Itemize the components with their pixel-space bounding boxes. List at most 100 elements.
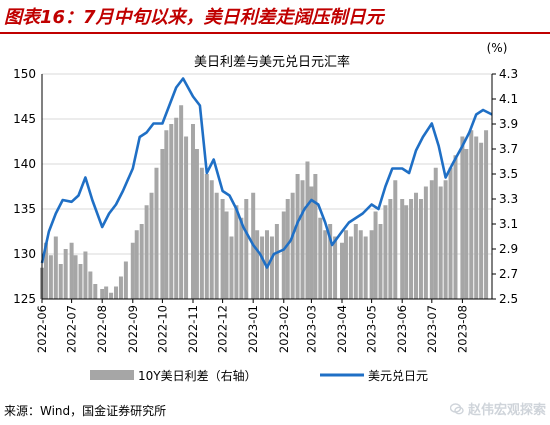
x-tick-label: 2022-07: [65, 305, 79, 353]
spread-bar: [93, 284, 98, 299]
y-left-tick-label: 150: [13, 67, 36, 81]
spread-bar: [214, 192, 219, 299]
spread-bar: [438, 186, 443, 299]
x-tick-label: 2023-06: [395, 305, 409, 353]
x-tick-label: 2023-08: [455, 305, 469, 353]
x-tick-label: 2023-04: [335, 305, 349, 353]
spread-bar: [130, 242, 135, 299]
spread-bar: [255, 230, 260, 299]
spread-bar: [429, 180, 434, 299]
spread-bar: [69, 242, 74, 299]
spread-bar: [305, 161, 310, 299]
spread-bar: [118, 276, 123, 299]
chart-title: 美日利差与美元兑日元汇率: [194, 54, 350, 70]
spread-bar: [460, 136, 465, 299]
y-left-tick-label: 125: [13, 292, 36, 306]
spread-bar: [400, 199, 405, 299]
spread-bar: [73, 255, 78, 299]
y-right-tick-label: 2.7: [499, 267, 518, 281]
wechat-icon: [449, 402, 464, 414]
y-right-tick-label: 3.7: [499, 142, 518, 156]
spread-bar: [418, 199, 423, 299]
spread-bar: [53, 236, 58, 299]
y-left-tick-label: 140: [13, 157, 36, 171]
x-tick-label: 2023-02: [277, 305, 291, 353]
spread-bar: [309, 186, 314, 299]
spread-bar: [104, 286, 109, 299]
spread-bar: [184, 136, 189, 299]
spread-bar: [388, 199, 393, 299]
y-right-tick-label: 3.5: [499, 167, 518, 181]
legend-swatch-spread: [90, 370, 134, 380]
x-tick-label: 2022-09: [126, 305, 140, 353]
x-tick-label: 2022-10: [155, 305, 169, 353]
x-tick-label: 2022-12: [216, 305, 230, 353]
spread-bar: [290, 192, 295, 299]
spread-bar: [318, 217, 323, 299]
spread-bar: [114, 286, 119, 299]
spread-bar: [274, 224, 279, 299]
spread-bar: [58, 264, 63, 299]
spread-bar: [363, 236, 368, 299]
spread-bar: [174, 117, 179, 299]
spread-bar: [333, 236, 338, 299]
spread-bar: [134, 230, 139, 299]
spread-bar: [409, 199, 414, 299]
y-left-tick-label: 130: [13, 247, 36, 261]
line-series-usdjpy: [40, 77, 493, 269]
y-right-tick-label: 2.9: [499, 242, 518, 256]
y-left-tick-label: 145: [13, 112, 36, 126]
spread-bar: [149, 192, 154, 299]
spread-bar: [123, 261, 128, 299]
legend-label-usdjpy: 美元兑日元: [368, 369, 428, 383]
spread-bar: [199, 167, 204, 299]
spread-bar: [109, 292, 114, 299]
source-note: 来源：Wind，国金证券研究所: [4, 404, 167, 418]
spread-bar: [48, 255, 53, 299]
y-left-tick-label: 135: [13, 202, 36, 216]
spread-bar: [295, 174, 300, 299]
x-tick-label: 2022-11: [186, 305, 200, 353]
x-tick-label: 2022-08: [95, 305, 109, 353]
figure-title: 图表16：7月中旬以来，美日利差走阔压制日元: [4, 7, 384, 28]
axes: 125 130 135 140 145 150 2.5 2.7 2.9 3.1 3.3 3.5 3.7 3…: [13, 67, 518, 353]
spread-bar: [190, 124, 195, 299]
spread-bar: [160, 149, 165, 299]
spread-bar: [244, 199, 249, 299]
spread-bar: [340, 242, 344, 299]
spread-bar: [139, 224, 144, 299]
bar-series-spread: [40, 105, 489, 299]
spread-bar: [285, 199, 290, 299]
spread-bar: [313, 174, 318, 299]
spread-bar: [433, 167, 438, 299]
spread-bar: [224, 211, 229, 299]
spread-bar: [378, 224, 383, 299]
spread-bar: [448, 167, 453, 299]
spread-bar: [154, 167, 159, 299]
right-axis-unit: (%): [487, 41, 508, 55]
title-rule: [0, 32, 550, 34]
y-right-tick-label: 2.5: [499, 292, 518, 306]
spread-bar: [423, 186, 428, 299]
spread-bar: [239, 217, 244, 299]
spread-bar: [404, 205, 409, 299]
spread-bar: [269, 236, 274, 299]
x-tick-label: 2023-05: [365, 305, 379, 353]
x-tick-label: 2022-06: [35, 305, 49, 353]
spread-bar: [474, 136, 479, 299]
spread-bar: [358, 230, 363, 299]
spread-bar: [144, 205, 149, 299]
spread-bar: [169, 124, 174, 299]
spread-bar: [88, 271, 93, 299]
spread-bar: [209, 180, 214, 299]
watermark: 赵伟宏观探索: [449, 399, 546, 418]
spread-bar: [323, 230, 328, 299]
spread-bar: [229, 236, 234, 299]
spread-bar: [414, 192, 419, 299]
spread-bar: [300, 180, 305, 299]
spread-bar: [443, 180, 448, 299]
watermark-text: 赵伟宏观探索: [467, 403, 546, 418]
spread-bar: [83, 251, 88, 299]
spread-bar: [353, 224, 358, 299]
